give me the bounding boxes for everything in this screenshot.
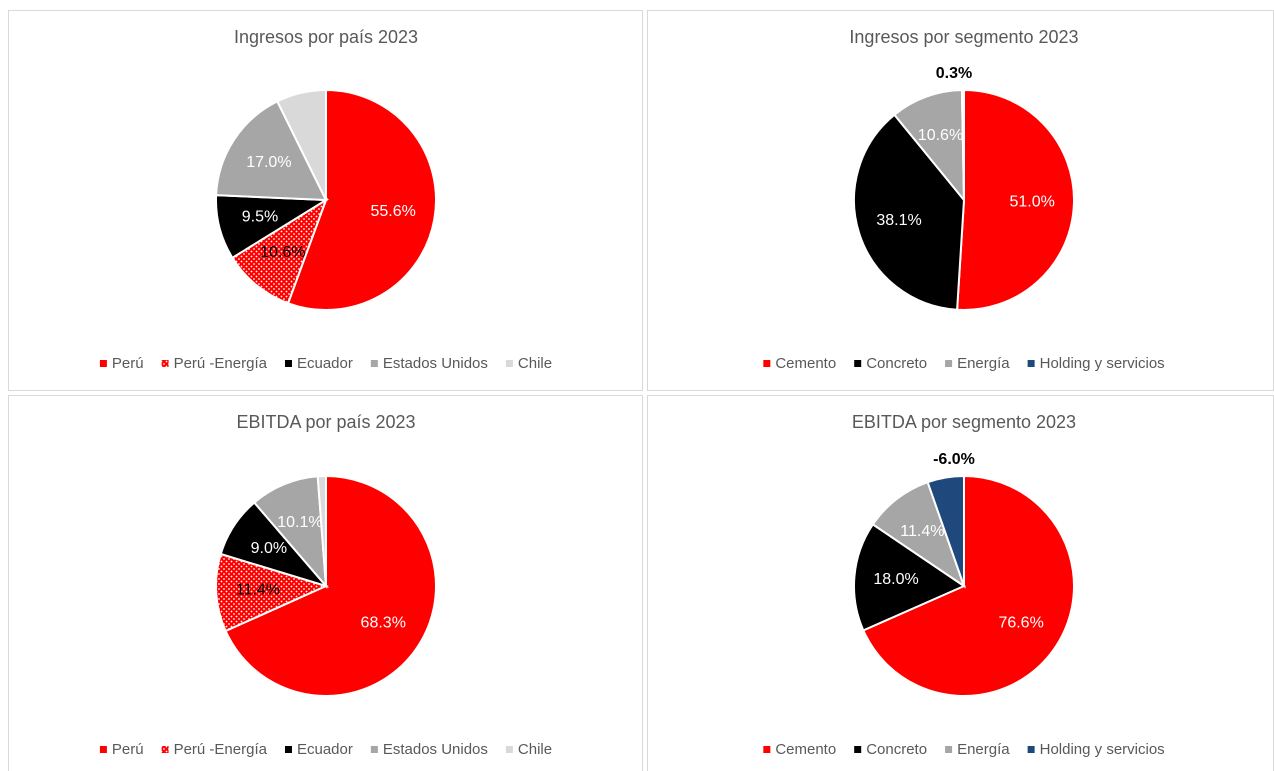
legend-label: Chile xyxy=(518,741,552,758)
legend-label: Cemento xyxy=(775,741,836,758)
legend-label: Perú -Energía xyxy=(174,741,268,758)
legend-label: Holding y servicios xyxy=(1040,355,1165,372)
data-label: 10.6% xyxy=(260,244,305,261)
legend-label: Energía xyxy=(957,741,1010,758)
data-label: -6.0% xyxy=(933,451,975,468)
data-label: 17.0% xyxy=(246,154,291,171)
legend-marker xyxy=(1027,360,1035,367)
legend-marker xyxy=(99,360,107,367)
data-label: 9.0% xyxy=(251,540,287,557)
legend-label: Concreto xyxy=(866,741,927,758)
legend-label: Energía xyxy=(957,355,1010,372)
legend-label: Ecuador xyxy=(297,741,353,758)
legend-marker xyxy=(505,746,513,753)
legend-marker xyxy=(161,746,169,753)
legend-marker xyxy=(945,746,953,753)
legend-marker xyxy=(505,360,513,367)
data-label: 11.4% xyxy=(236,582,280,599)
pie-slice xyxy=(224,474,437,697)
chart-title: EBITDA por país 2023 xyxy=(236,412,415,432)
pie-slice xyxy=(275,88,327,201)
legend-marker xyxy=(763,746,771,753)
data-label: 76.6% xyxy=(998,614,1043,631)
pie-slice xyxy=(215,100,328,202)
panel xyxy=(8,10,643,391)
pie-slice xyxy=(862,474,1075,697)
chart-title: EBITDA por segmento 2023 xyxy=(852,412,1076,432)
pie-slice xyxy=(960,88,965,201)
data-label: 10.6% xyxy=(918,127,963,144)
pie-slice xyxy=(853,522,967,632)
legend-marker xyxy=(854,746,862,753)
pie-slice xyxy=(893,89,966,203)
legend-label: Perú -Energía xyxy=(174,355,268,372)
legend-marker xyxy=(284,360,292,367)
data-label: 55.6% xyxy=(370,203,415,220)
legend-marker xyxy=(854,360,862,367)
legend-marker xyxy=(763,360,771,367)
legend-label: Ecuador xyxy=(297,355,353,372)
legend-marker xyxy=(1027,746,1035,753)
legend-marker xyxy=(370,746,378,753)
legend-label: Cemento xyxy=(775,355,836,372)
panel xyxy=(8,395,643,771)
pie-slice xyxy=(316,474,327,587)
data-label: 11.4% xyxy=(900,523,944,540)
chart-title: Ingresos por país 2023 xyxy=(234,27,418,47)
legend-label: Estados Unidos xyxy=(383,741,488,758)
pie-slice xyxy=(286,88,437,311)
legend-marker xyxy=(99,746,107,753)
data-label: 68.3% xyxy=(361,614,406,631)
legend-label: Perú xyxy=(112,741,144,758)
data-label: 10.1% xyxy=(277,514,322,531)
pie-slice xyxy=(926,474,965,587)
pie-slice xyxy=(853,113,966,311)
data-label: 38.1% xyxy=(876,212,921,229)
legend-marker xyxy=(370,360,378,367)
legend-marker xyxy=(161,360,169,367)
legend-marker xyxy=(945,360,953,367)
legend-label: Chile xyxy=(518,355,552,372)
chart-title: Ingresos por segmento 2023 xyxy=(849,27,1078,47)
data-label: 51.0% xyxy=(1009,193,1054,210)
data-label: 18.0% xyxy=(873,571,918,588)
pie-slice xyxy=(231,197,328,305)
pie-slice xyxy=(215,552,329,633)
pie-slice xyxy=(956,88,1075,311)
legend-label: Estados Unidos xyxy=(383,355,488,372)
data-label: 9.5% xyxy=(242,208,278,225)
legend-label: Holding y servicios xyxy=(1040,741,1165,758)
legend-label: Perú xyxy=(112,355,144,372)
pie-slice xyxy=(871,480,966,589)
legend-label: Concreto xyxy=(866,355,927,372)
data-label: 0.3% xyxy=(936,65,972,82)
legend-marker xyxy=(284,746,292,753)
